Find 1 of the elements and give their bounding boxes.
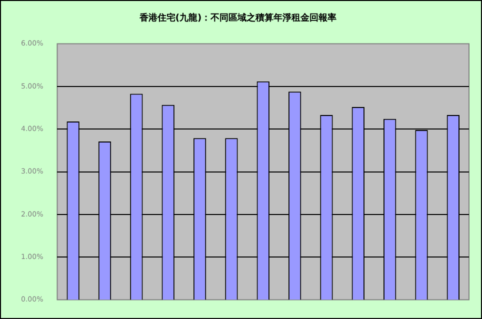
chart-title: 香港住宅(九龍)：不同區域之積算年淨租金回報率	[138, 12, 337, 24]
